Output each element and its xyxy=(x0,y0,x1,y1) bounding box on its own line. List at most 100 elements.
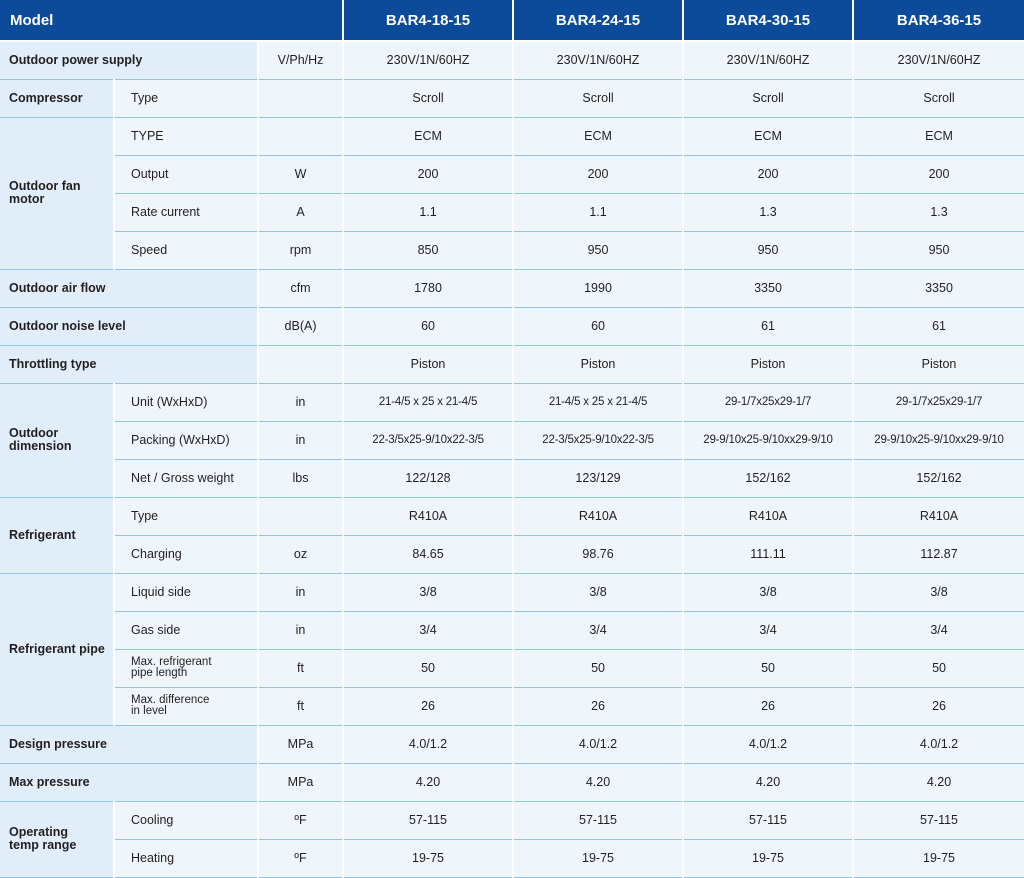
model-name: BAR4-18-15 xyxy=(343,0,515,42)
value-cell: 26 xyxy=(683,687,855,726)
param-cell: Output xyxy=(114,155,259,194)
value-cell: Piston xyxy=(343,345,515,384)
value-cell: 1780 xyxy=(343,269,515,308)
value-cell: 152/162 xyxy=(683,459,855,498)
value-cell: R410A xyxy=(853,497,1024,536)
value-cell: 4.20 xyxy=(343,763,515,802)
value-cell: 1.1 xyxy=(343,193,515,232)
value-cell: ECM xyxy=(683,117,855,156)
param-cell: Gas side xyxy=(114,611,259,650)
value-cell: 19-75 xyxy=(683,839,855,878)
value-cell: 21-4/5 x 25 x 21-4/5 xyxy=(343,383,515,422)
value-cell: 29-9/10x25-9/10xx29-9/10 xyxy=(853,421,1024,460)
value-cell: Scroll xyxy=(343,79,515,118)
value-cell: 230V/1N/60HZ xyxy=(343,41,515,80)
value-cell: 19-75 xyxy=(513,839,685,878)
value-cell: R410A xyxy=(343,497,515,536)
param-cell: Max. difference in level xyxy=(114,687,259,726)
table-row: Design pressure MPa 4.0/1.2 4.0/1.2 4.0/… xyxy=(0,725,1024,764)
value-cell: 3/4 xyxy=(343,611,515,650)
value-cell: Scroll xyxy=(853,79,1024,118)
param-cell: Speed xyxy=(114,231,259,270)
table-row: Outdoor air flow cfm 1780 1990 3350 3350 xyxy=(0,269,1024,308)
table-row: Net / Gross weight lbs 122/128 123/129 1… xyxy=(0,459,1024,498)
value-cell: 29-9/10x25-9/10xx29-9/10 xyxy=(683,421,855,460)
param-cell: Packing (WxHxD) xyxy=(114,421,259,460)
value-cell: 22-3/5x25-9/10x22-3/5 xyxy=(513,421,685,460)
unit-cell: MPa xyxy=(258,725,345,764)
value-cell: 3350 xyxy=(683,269,855,308)
unit-cell: rpm xyxy=(258,231,345,270)
value-cell: 230V/1N/60HZ xyxy=(853,41,1024,80)
table-row: Gas side in 3/4 3/4 3/4 3/4 xyxy=(0,611,1024,650)
model-name: BAR4-24-15 xyxy=(513,0,685,42)
value-cell: 950 xyxy=(853,231,1024,270)
param-cell: Heating xyxy=(114,839,259,878)
row-group-label: Operating temp range xyxy=(0,801,115,878)
table-row: Max. difference in level ft 26 26 26 26 xyxy=(0,687,1024,726)
value-cell: Piston xyxy=(683,345,855,384)
unit-cell: W xyxy=(258,155,345,194)
value-cell: Scroll xyxy=(513,79,685,118)
value-cell: 3/4 xyxy=(513,611,685,650)
unit-cell: V/Ph/Hz xyxy=(258,41,345,80)
value-cell: 950 xyxy=(513,231,685,270)
value-cell: 152/162 xyxy=(853,459,1024,498)
value-cell: 1.3 xyxy=(683,193,855,232)
value-cell: 84.65 xyxy=(343,535,515,574)
unit-cell: oz xyxy=(258,535,345,574)
value-cell: 98.76 xyxy=(513,535,685,574)
value-cell: R410A xyxy=(513,497,685,536)
unit-cell: in xyxy=(258,383,345,422)
unit-cell xyxy=(258,79,345,118)
value-cell: 4.20 xyxy=(513,763,685,802)
unit-cell: MPa xyxy=(258,763,345,802)
table-row: Rate current A 1.1 1.1 1.3 1.3 xyxy=(0,193,1024,232)
value-cell: 61 xyxy=(683,307,855,346)
param-cell: Cooling xyxy=(114,801,259,840)
table-row: Max. refrigerant pipe length ft 50 50 50… xyxy=(0,649,1024,688)
param-cell: Unit (WxHxD) xyxy=(114,383,259,422)
value-cell: 3/8 xyxy=(853,573,1024,612)
value-cell: 3350 xyxy=(853,269,1024,308)
value-cell: 3/8 xyxy=(513,573,685,612)
param-cell: Rate current xyxy=(114,193,259,232)
value-cell: 200 xyxy=(853,155,1024,194)
value-cell: R410A xyxy=(683,497,855,536)
value-cell: 60 xyxy=(513,307,685,346)
value-cell: 57-115 xyxy=(343,801,515,840)
unit-cell xyxy=(258,497,345,536)
model-name: BAR4-36-15 xyxy=(853,0,1024,42)
param-cell: Liquid side xyxy=(114,573,259,612)
value-cell: 112.87 xyxy=(853,535,1024,574)
value-cell: 1.1 xyxy=(513,193,685,232)
value-cell: 200 xyxy=(343,155,515,194)
unit-cell: in xyxy=(258,611,345,650)
table-row: Charging oz 84.65 98.76 111.11 112.87 xyxy=(0,535,1024,574)
table-row: Output W 200 200 200 200 xyxy=(0,155,1024,194)
row-group-label: Refrigerant pipe xyxy=(0,573,115,726)
model-name: BAR4-30-15 xyxy=(683,0,855,42)
table-row: Throttling type Piston Piston Piston Pis… xyxy=(0,345,1024,384)
table-row: Outdoor power supply V/Ph/Hz 230V/1N/60H… xyxy=(0,41,1024,80)
value-cell: 950 xyxy=(683,231,855,270)
value-cell: 19-75 xyxy=(853,839,1024,878)
unit-cell: ºF xyxy=(258,801,345,840)
unit-cell: cfm xyxy=(258,269,345,308)
unit-cell: in xyxy=(258,573,345,612)
value-cell: 26 xyxy=(853,687,1024,726)
unit-cell: ft xyxy=(258,649,345,688)
table-row: Compressor Type Scroll Scroll Scroll Scr… xyxy=(0,79,1024,118)
value-cell: 4.20 xyxy=(853,763,1024,802)
value-cell: 21-4/5 x 25 x 21-4/5 xyxy=(513,383,685,422)
table-row: Refrigerant pipe Liquid side in 3/8 3/8 … xyxy=(0,573,1024,726)
unit-cell: ºF xyxy=(258,839,345,878)
row-group-label: Outdoor power supply xyxy=(0,41,259,80)
value-cell: 4.0/1.2 xyxy=(853,725,1024,764)
table-row: Refrigerant Type R410A R410A R410A R410A xyxy=(0,497,1024,574)
value-cell: 3/4 xyxy=(853,611,1024,650)
value-cell: 230V/1N/60HZ xyxy=(683,41,855,80)
value-cell: 60 xyxy=(343,307,515,346)
value-cell: 22-3/5x25-9/10x22-3/5 xyxy=(343,421,515,460)
